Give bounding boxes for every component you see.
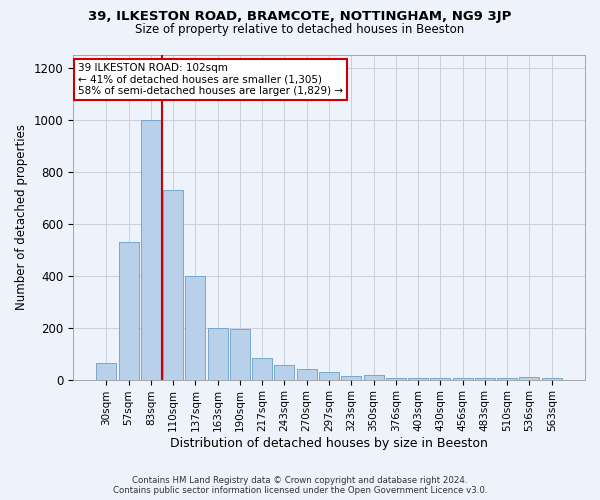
Bar bbox=[96, 362, 116, 380]
Bar bbox=[119, 242, 139, 380]
Bar bbox=[208, 328, 227, 380]
Bar bbox=[274, 366, 295, 380]
Bar bbox=[297, 369, 317, 380]
Bar bbox=[252, 358, 272, 380]
Bar bbox=[497, 378, 517, 380]
Bar bbox=[185, 276, 205, 380]
Y-axis label: Number of detached properties: Number of detached properties bbox=[15, 124, 28, 310]
Text: 39, ILKESTON ROAD, BRAMCOTE, NOTTINGHAM, NG9 3JP: 39, ILKESTON ROAD, BRAMCOTE, NOTTINGHAM,… bbox=[88, 10, 512, 23]
Bar bbox=[542, 378, 562, 380]
Bar bbox=[341, 376, 361, 380]
Bar bbox=[386, 378, 406, 380]
Bar bbox=[319, 372, 339, 380]
X-axis label: Distribution of detached houses by size in Beeston: Distribution of detached houses by size … bbox=[170, 437, 488, 450]
Bar bbox=[408, 378, 428, 380]
Text: Contains HM Land Registry data © Crown copyright and database right 2024.
Contai: Contains HM Land Registry data © Crown c… bbox=[113, 476, 487, 495]
Bar bbox=[430, 378, 451, 380]
Text: 39 ILKESTON ROAD: 102sqm
← 41% of detached houses are smaller (1,305)
58% of sem: 39 ILKESTON ROAD: 102sqm ← 41% of detach… bbox=[78, 63, 343, 96]
Bar bbox=[163, 190, 183, 380]
Text: Size of property relative to detached houses in Beeston: Size of property relative to detached ho… bbox=[136, 22, 464, 36]
Bar bbox=[230, 329, 250, 380]
Bar bbox=[475, 378, 495, 380]
Bar bbox=[141, 120, 161, 380]
Bar bbox=[520, 377, 539, 380]
Bar bbox=[452, 378, 473, 380]
Bar bbox=[364, 375, 383, 380]
